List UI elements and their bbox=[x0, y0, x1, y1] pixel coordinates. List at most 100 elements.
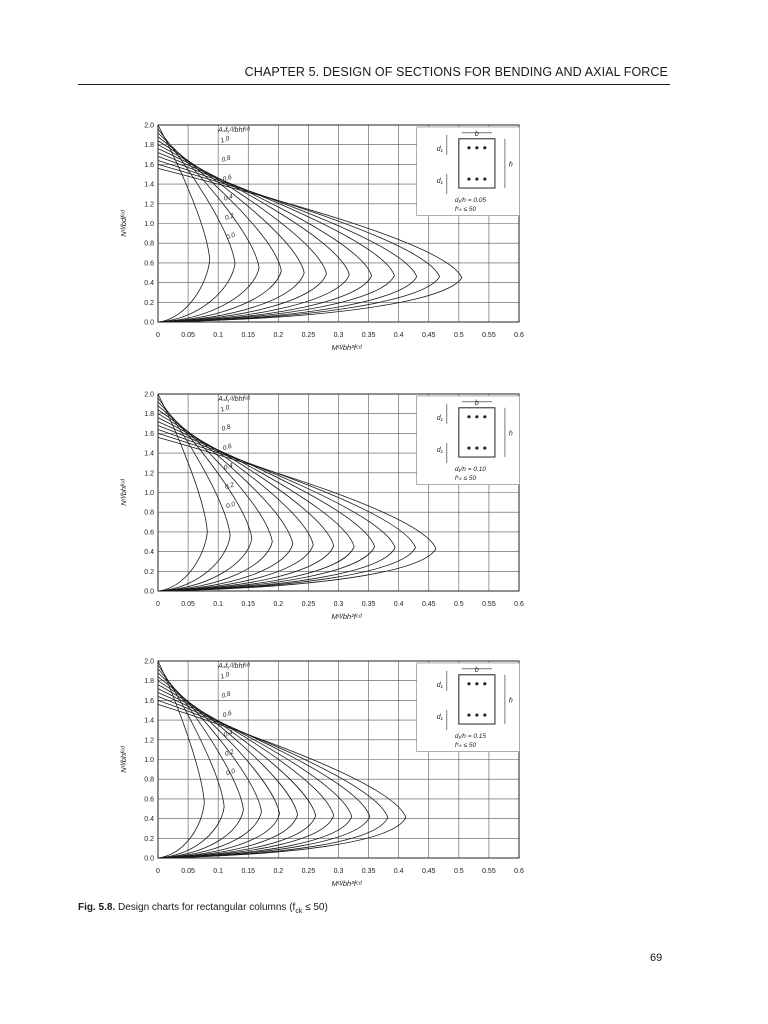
y-tick-label: 0.2 bbox=[144, 836, 154, 843]
x-tick-label: 0.35 bbox=[362, 868, 376, 875]
y-axis-label: Nᵈ/bdfᶜᵈ bbox=[119, 209, 128, 237]
curve-label: 1.0 bbox=[220, 404, 231, 414]
x-axis-label: Mᵈ/bh²fᶜᵈ bbox=[332, 612, 363, 621]
y-tick-label: 2.0 bbox=[144, 392, 154, 399]
design-chart-a: 0 0.05 0.1 0.15 0.2 0.25 0.3 0.35 0.4 0.45 0.5 0.55… bbox=[112, 116, 532, 361]
bottom-reinforcement-bar bbox=[483, 177, 487, 181]
chapter-header: CHAPTER 5. DESIGN OF SECTIONS FOR BENDIN… bbox=[78, 62, 670, 85]
y-tick-label: 1.2 bbox=[144, 470, 154, 477]
x-tick-label: 0 bbox=[156, 868, 160, 875]
interaction-curve bbox=[157, 160, 418, 323]
x-tick-label: 0.15 bbox=[241, 332, 255, 339]
top-reinforcement-bar bbox=[475, 682, 479, 686]
y-tick-label: 1.0 bbox=[144, 757, 154, 764]
x-tick-label: 0.5 bbox=[454, 601, 464, 608]
x-tick-label: 0.1 bbox=[213, 601, 223, 608]
x-tick-label: 0.05 bbox=[181, 332, 195, 339]
chart-svg: 0 0.05 0.1 0.15 0.2 0.25 0.3 0.35 0.4 0.45 0.5 0.55… bbox=[119, 123, 524, 353]
interaction-curve bbox=[157, 164, 441, 323]
y-tick-label: 2.0 bbox=[144, 659, 154, 666]
interaction-curve bbox=[157, 401, 253, 592]
y-tick-label: 1.2 bbox=[144, 737, 154, 744]
curve-label: 0.4 bbox=[223, 462, 234, 472]
plot-frame bbox=[157, 393, 520, 592]
y-tick-label: 1.2 bbox=[144, 201, 154, 208]
curve-label: 0.4 bbox=[223, 193, 234, 203]
y-tick-label: 0.0 bbox=[144, 320, 154, 327]
x-tick-label: 0 bbox=[156, 601, 160, 608]
dim-b-label: b bbox=[475, 667, 479, 674]
dim-d1-top-label: d₁ bbox=[437, 682, 444, 689]
section-inset: b h d₁ d₁ d₁/h = 0.15 fᶜₖ ≤ 50 bbox=[416, 662, 520, 752]
x-tick-label: 0.5 bbox=[454, 868, 464, 875]
x-tick-label: 0.35 bbox=[362, 601, 376, 608]
page-number: 69 bbox=[650, 952, 663, 964]
x-tick-label: 0.5 bbox=[454, 332, 464, 339]
x-axis-label: Mᵈ/bh²fᶜᵈ bbox=[332, 879, 363, 888]
dim-h-label: h bbox=[509, 161, 513, 168]
interaction-curve bbox=[157, 688, 335, 859]
x-tick-label: 0.6 bbox=[514, 332, 524, 339]
y-axis-label: Nᵈ/bhfᶜᵈ bbox=[119, 745, 128, 773]
bottom-reinforcement-bar bbox=[483, 446, 487, 450]
interaction-curve bbox=[157, 684, 317, 859]
design-chart-b: 0 0.05 0.1 0.15 0.2 0.25 0.3 0.35 0.4 0.45 0.5 0.55… bbox=[112, 385, 532, 630]
top-reinforcement-bar bbox=[483, 415, 487, 419]
y-tick-label: 0.8 bbox=[144, 241, 154, 248]
family-label: Aₛfᵧᵈ/bhfᶜᵈ bbox=[217, 396, 251, 403]
x-tick-label: 0.55 bbox=[482, 868, 496, 875]
curve-label: 0.8 bbox=[221, 423, 232, 433]
top-reinforcement-bar bbox=[475, 146, 479, 150]
dim-d1-top-label: d₁ bbox=[437, 146, 444, 153]
inset-ratio-label: d₁/h = 0.10 bbox=[455, 466, 487, 473]
curve-label: 0.8 bbox=[221, 154, 232, 164]
interaction-curve bbox=[157, 703, 407, 859]
plot-frame bbox=[157, 660, 520, 859]
interaction-curve bbox=[157, 132, 260, 323]
figure-caption: Fig. 5.8. Design charts for rectangular … bbox=[78, 902, 328, 915]
inset-fck-label: fᶜₖ ≤ 50 bbox=[455, 206, 477, 213]
x-tick-label: 0.35 bbox=[362, 332, 376, 339]
design-chart-c: 0 0.05 0.1 0.15 0.2 0.25 0.3 0.35 0.4 0.45 0.5 0.55… bbox=[112, 652, 532, 897]
x-tick-label: 0.3 bbox=[334, 332, 344, 339]
y-tick-label: 1.8 bbox=[144, 678, 154, 685]
figure-caption-tail: ≤ 50) bbox=[302, 902, 328, 913]
x-tick-label: 0.3 bbox=[334, 868, 344, 875]
x-tick-label: 0.55 bbox=[482, 601, 496, 608]
top-reinforcement-bar bbox=[467, 682, 471, 686]
x-tick-label: 0.25 bbox=[302, 601, 316, 608]
interaction-curve bbox=[157, 433, 416, 592]
x-tick-label: 0.4 bbox=[394, 868, 404, 875]
family-label: Aₛfᵧᵈ/bhfᶜᵈ bbox=[217, 663, 251, 670]
section-rectangle bbox=[458, 407, 496, 458]
interaction-curve bbox=[157, 144, 327, 323]
interaction-curve bbox=[157, 167, 463, 323]
y-tick-label: 1.6 bbox=[144, 431, 154, 438]
curve-label: 0.0 bbox=[225, 768, 236, 778]
y-tick-label: 1.0 bbox=[144, 221, 154, 228]
curve-label: 0.6 bbox=[222, 710, 233, 720]
curve-label: 0.0 bbox=[225, 501, 236, 511]
curves bbox=[157, 393, 437, 592]
curve-label: 0.2 bbox=[224, 212, 235, 222]
y-tick-label: 1.0 bbox=[144, 490, 154, 497]
x-tick-label: 0.05 bbox=[181, 868, 195, 875]
top-reinforcement-bar bbox=[467, 415, 471, 419]
inset-fck-label: fᶜₖ ≤ 50 bbox=[455, 742, 477, 749]
x-tick-label: 0.45 bbox=[422, 332, 436, 339]
x-tick-label: 0.6 bbox=[514, 601, 524, 608]
interaction-curve bbox=[157, 696, 371, 859]
x-tick-label: 0.6 bbox=[514, 868, 524, 875]
interaction-curve bbox=[157, 436, 437, 592]
dim-h-label: h bbox=[509, 430, 513, 437]
curve-label: 0.0 bbox=[225, 232, 236, 242]
curve-label: 0.2 bbox=[224, 748, 235, 758]
inset-ratio-label: d₁/h = 0.15 bbox=[455, 733, 487, 740]
y-tick-label: 0.8 bbox=[144, 510, 154, 517]
y-tick-label: 1.4 bbox=[144, 451, 154, 458]
y-tick-label: 0.6 bbox=[144, 260, 154, 267]
x-tick-label: 0.45 bbox=[422, 868, 436, 875]
x-tick-label: 0.55 bbox=[482, 332, 496, 339]
y-tick-label: 1.6 bbox=[144, 162, 154, 169]
top-reinforcement-bar bbox=[475, 415, 479, 419]
